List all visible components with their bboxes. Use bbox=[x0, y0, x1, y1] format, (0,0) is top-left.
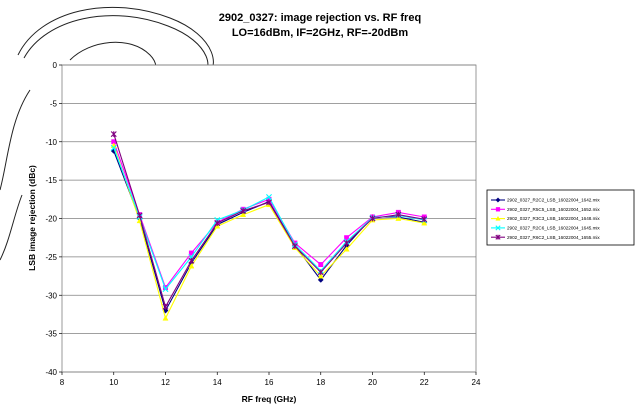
data-point bbox=[421, 219, 428, 226]
data-point bbox=[162, 315, 169, 321]
data-point bbox=[188, 257, 195, 264]
legend-label: 2902_0327_R5C5_LSB_16022004_1652.mix bbox=[507, 207, 600, 212]
legend-item: 2902_0327_R6C2_LSB_16022004_1655.mix bbox=[491, 234, 600, 240]
x-tick-label: 8 bbox=[60, 378, 65, 387]
data-point bbox=[162, 286, 169, 293]
data-point bbox=[495, 207, 501, 212]
y-tick-label: -15 bbox=[45, 176, 57, 185]
legend-item: 2902_0327_R2C6_LSB_16022004_1645.mix bbox=[491, 225, 600, 231]
data-point bbox=[136, 212, 143, 219]
y-tick-label: -10 bbox=[45, 138, 57, 147]
data-point bbox=[369, 215, 376, 222]
data-point bbox=[317, 276, 324, 283]
data-point bbox=[266, 199, 272, 206]
y-tick-label: -5 bbox=[50, 99, 58, 108]
data-point bbox=[495, 234, 501, 240]
legend: 2902_0327_R2C2_LSB_16022004_1642.mix 2902… bbox=[491, 197, 600, 240]
data-point bbox=[495, 197, 501, 203]
legend-item: 2902_0327_R5C5_LSB_16022004_1652.mix bbox=[491, 207, 600, 212]
data-point bbox=[240, 211, 247, 217]
legend-item: 2902_0327_R3C3_LSB_16022004_1648.mix bbox=[491, 215, 600, 221]
y-axis-title: LSB image rejection (dBc) bbox=[27, 165, 37, 271]
x-tick-label: 12 bbox=[161, 378, 170, 387]
data-point bbox=[214, 220, 221, 227]
chart-subtitle: LO=16dBm, IF=2GHz, RF=-20dBm bbox=[232, 27, 409, 39]
y-tick-label: -35 bbox=[45, 330, 57, 339]
data-point bbox=[343, 240, 350, 247]
data-point bbox=[344, 235, 350, 241]
x-tick-label: 18 bbox=[316, 378, 325, 387]
x-tick-label: 16 bbox=[265, 378, 274, 387]
data-point bbox=[291, 243, 298, 250]
data-point bbox=[266, 194, 272, 200]
y-tick-labels: 0 -5 -10 -15 -20 -25 -30 -35 -40 bbox=[45, 61, 62, 377]
legend-item: 2902_0327_R2C2_LSB_16022004_1642.mix bbox=[491, 197, 600, 203]
y-tick-label: -20 bbox=[45, 215, 57, 224]
legend-label: 2902_0327_R6C2_LSB_16022004_1655.mix bbox=[507, 235, 600, 240]
y-tick-label: -40 bbox=[45, 368, 57, 377]
x-tick-label: 22 bbox=[420, 378, 429, 387]
data-point bbox=[317, 269, 324, 276]
x-tick-label: 14 bbox=[213, 378, 222, 387]
grid-lines bbox=[62, 64, 476, 373]
data-point bbox=[343, 246, 350, 252]
data-point bbox=[240, 207, 247, 214]
y-tick-label: -30 bbox=[45, 291, 57, 300]
data-point bbox=[395, 211, 402, 218]
chart-title: 2902_0327: image rejection vs. RF freq bbox=[219, 12, 421, 24]
x-tick-label: 20 bbox=[368, 378, 377, 387]
legend-label: 2902_0327_R3C3_LSB_16022004_1648.mix bbox=[507, 216, 600, 221]
legend-box bbox=[486, 189, 635, 246]
x-tick-labels: 8 10 12 14 16 18 20 22 24 bbox=[60, 372, 481, 387]
data-point bbox=[110, 131, 117, 138]
data-point bbox=[395, 215, 402, 221]
data-point bbox=[495, 225, 501, 231]
background-scribble bbox=[0, 6, 214, 261]
y-tick-label: 0 bbox=[53, 61, 58, 70]
legend-label: 2902_0327_R2C2_LSB_16022004_1642.mix bbox=[507, 198, 600, 203]
x-tick-label: 10 bbox=[109, 378, 118, 387]
y-tick-label: -25 bbox=[45, 253, 57, 262]
data-point bbox=[188, 262, 195, 269]
series-5 bbox=[110, 131, 428, 310]
x-axis-title: RF freq (GHz) bbox=[242, 394, 297, 404]
x-tick-label: 24 bbox=[472, 378, 481, 387]
data-point bbox=[317, 272, 324, 279]
data-point bbox=[162, 303, 169, 310]
series-lines bbox=[110, 131, 428, 321]
data-point bbox=[495, 215, 501, 221]
data-point bbox=[318, 262, 324, 268]
data-point bbox=[421, 216, 428, 223]
legend-label: 2902_0327_R2C6_LSB_16022004_1645.mix bbox=[507, 226, 600, 231]
data-point bbox=[110, 144, 117, 151]
